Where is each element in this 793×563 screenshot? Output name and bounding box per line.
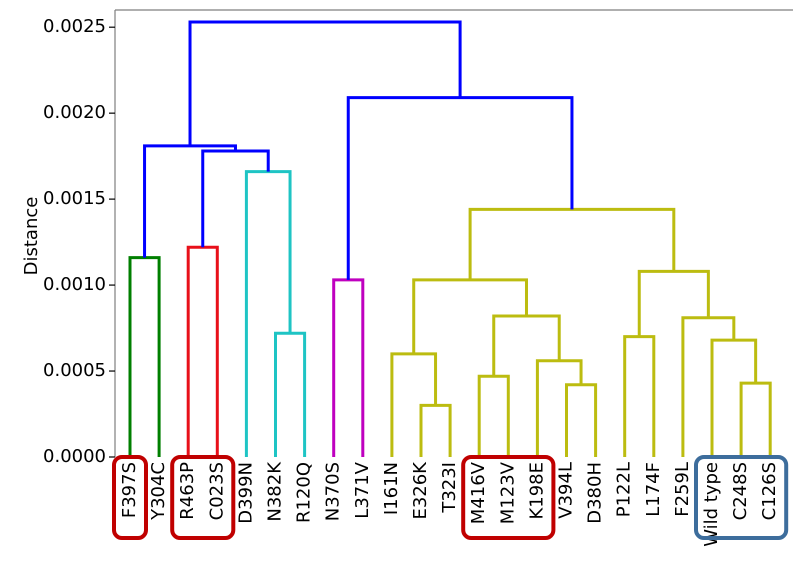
dendrogram-link	[710, 338, 758, 457]
highlight-box	[694, 455, 789, 540]
leaf-label: C126S	[759, 462, 780, 520]
y-tick-label: 0.0010	[43, 274, 106, 295]
highlight-box	[170, 455, 236, 540]
dendrogram-link	[186, 245, 219, 457]
plot-axes	[114, 9, 793, 457]
leaf-label: D380H	[585, 462, 606, 524]
leaf-label: C023S	[206, 462, 227, 520]
leaf-label: D399N	[235, 462, 256, 524]
dendrogram-link	[188, 20, 462, 146]
leaf-label: M123V	[497, 461, 518, 524]
leaf-label: R120Q	[294, 462, 315, 523]
y-tick-label: 0.0005	[43, 360, 106, 381]
dendrogram-link	[739, 381, 772, 457]
highlight-boxes	[112, 455, 789, 540]
leaf-label: Y304C	[148, 462, 169, 521]
leaf-label: N382K	[265, 461, 286, 522]
leaf-label: I161N	[381, 462, 402, 515]
leaf-label: E326K	[410, 461, 431, 520]
dendrogram-link	[623, 335, 656, 457]
dendrogram-link	[201, 149, 270, 248]
dendrogram-link	[332, 278, 365, 457]
y-axis-title: Distance	[21, 197, 42, 276]
y-tick-label: 0.0000	[43, 446, 106, 467]
dendrogram-links	[128, 20, 772, 457]
dendrogram-link	[346, 96, 574, 280]
highlight-box	[461, 455, 556, 540]
y-tick-label: 0.0015	[43, 188, 106, 209]
dendrogram-link	[419, 403, 452, 457]
leaf-labels: F397S Y304C R463P C023S D399N N382K R120Q N370S…	[119, 461, 780, 547]
dendrogram-link	[274, 331, 307, 457]
dendrogram-link	[143, 144, 237, 258]
leaf-label: T323I	[439, 462, 460, 514]
dendrogram-link	[468, 207, 676, 280]
leaf-label: V394L	[556, 462, 577, 519]
leaf-label: R463P	[177, 462, 198, 520]
dendrogram-link	[477, 374, 510, 457]
dendrogram-link	[637, 269, 710, 337]
highlight-box	[112, 455, 148, 540]
y-tick-label: 0.0025	[43, 16, 106, 37]
leaf-label: K198E	[526, 462, 547, 520]
dendrogram-link	[128, 256, 161, 457]
leaf-label: N370S	[323, 462, 344, 521]
dendrogram-link	[565, 383, 598, 457]
dendrogram-link	[535, 359, 583, 457]
leaf-label: C248S	[730, 462, 751, 520]
leaf-label: F259L	[672, 462, 693, 517]
dendrogram-link	[244, 170, 292, 457]
y-tick-label: 0.0020	[43, 102, 106, 123]
leaf-label: F397S	[119, 462, 140, 518]
leaf-label: M416V	[468, 461, 489, 524]
y-axis-ticks: 0.0000 0.0005 0.0010 0.0015 0.0020 0.0025	[43, 16, 115, 467]
leaf-label: L371V	[352, 461, 373, 518]
dendrogram-link	[492, 314, 561, 377]
leaf-label: Wild type	[701, 462, 722, 547]
leaf-label: L174F	[643, 462, 664, 517]
leaf-label: P122L	[614, 462, 635, 517]
